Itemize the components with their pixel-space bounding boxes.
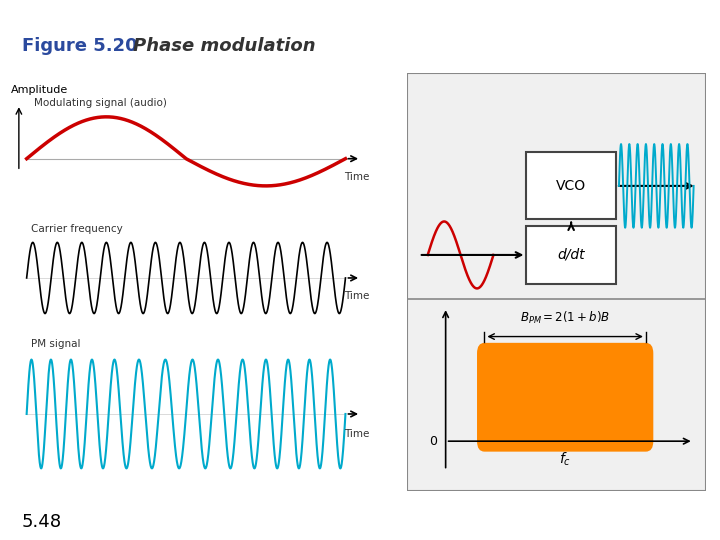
Text: Time: Time bbox=[344, 429, 370, 439]
Text: VCO: VCO bbox=[556, 179, 586, 193]
Text: Carrier frequency: Carrier frequency bbox=[30, 224, 122, 234]
Text: 0: 0 bbox=[428, 435, 436, 448]
Text: Phase modulation: Phase modulation bbox=[133, 37, 316, 55]
Text: 5.48: 5.48 bbox=[22, 513, 62, 531]
Text: d/dt: d/dt bbox=[557, 248, 585, 262]
Text: $B_{PM} = 2(1 + b)B$: $B_{PM} = 2(1 + b)B$ bbox=[520, 310, 611, 326]
Text: Time: Time bbox=[344, 291, 370, 301]
Text: Amplitude: Amplitude bbox=[11, 85, 68, 96]
Text: $f_c$: $f_c$ bbox=[559, 451, 571, 468]
Text: Time: Time bbox=[344, 172, 370, 181]
Bar bbox=[526, 226, 616, 284]
Text: Figure 5.20: Figure 5.20 bbox=[22, 37, 138, 55]
FancyBboxPatch shape bbox=[477, 343, 653, 451]
Text: Modulating signal (audio): Modulating signal (audio) bbox=[35, 98, 167, 109]
Bar bbox=[526, 152, 616, 219]
Text: PM signal: PM signal bbox=[30, 339, 80, 349]
